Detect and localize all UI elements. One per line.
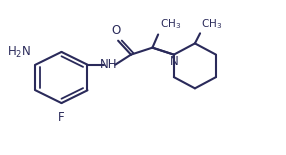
Text: O: O xyxy=(111,24,120,37)
Text: $\mathregular{CH_3}$: $\mathregular{CH_3}$ xyxy=(202,17,223,31)
Text: F: F xyxy=(58,111,65,124)
Text: $\mathregular{CH_3}$: $\mathregular{CH_3}$ xyxy=(160,17,181,31)
Text: NH: NH xyxy=(100,58,118,71)
Text: N: N xyxy=(170,55,178,68)
Text: H$_2$N: H$_2$N xyxy=(7,45,31,60)
